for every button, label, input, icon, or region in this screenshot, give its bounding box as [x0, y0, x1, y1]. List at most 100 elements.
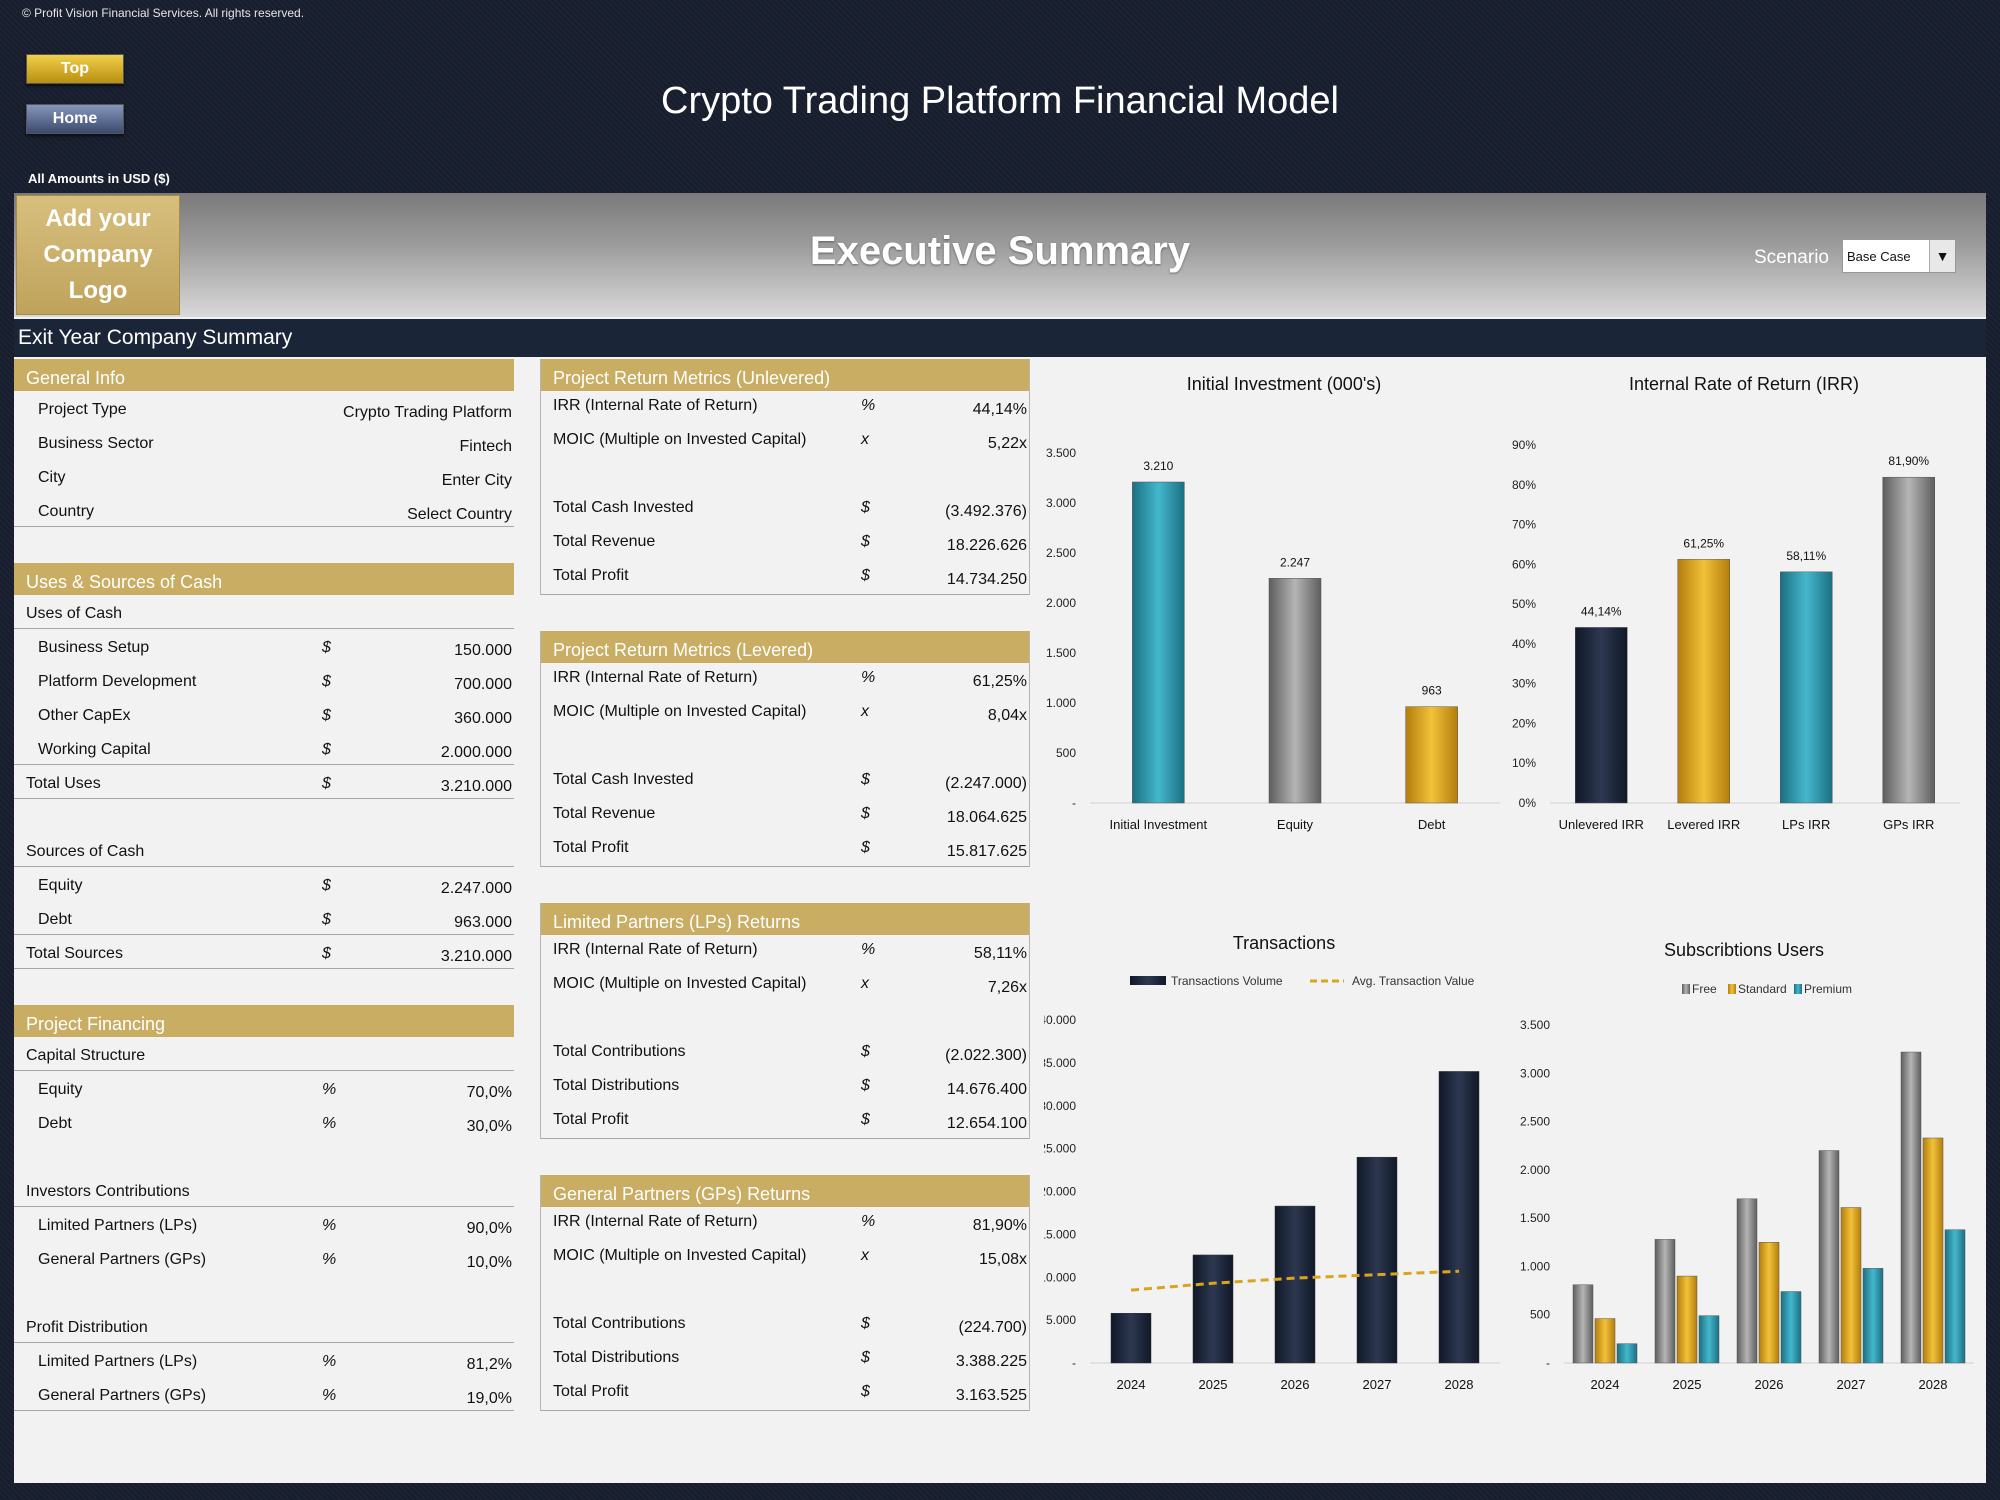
scenario-value: Base Case: [1847, 248, 1911, 264]
table-row: MOIC (Multiple on Invested Capital) x 15,0…: [541, 1241, 1029, 1275]
profit-rows: Limited Partners (LPs)% 81,2% General Part…: [14, 1343, 514, 1411]
dropdown-arrow-icon[interactable]: ▼: [1929, 240, 1955, 272]
returns-panel: Project Return Metrics (Levered) IRR (Int…: [540, 631, 1030, 867]
company-logo-placeholder[interactable]: Add your Company Logo: [16, 195, 180, 315]
exit-year-summary-bar: Exit Year Company Summary: [14, 319, 1986, 357]
bar: [1818, 1150, 1840, 1364]
row-label: IRR (Internal Rate of Return): [553, 941, 758, 958]
row-value: (3.492.376): [945, 503, 1027, 520]
table-row: Limited Partners (LPs)% 90,0%: [14, 1207, 514, 1241]
bar: [1862, 1268, 1884, 1364]
table-row: Project Type Crypto Trading Platform: [14, 391, 514, 425]
bar: [1110, 1313, 1152, 1364]
bar: [1900, 1051, 1922, 1364]
row-unit: $: [861, 1043, 870, 1060]
row-label: Total Profit: [553, 1383, 629, 1400]
y-tick-label: 3.500: [1046, 446, 1076, 460]
scenario-dropdown[interactable]: Base Case ▼: [1842, 239, 1956, 273]
legend-entry: Transactions Volume: [1171, 974, 1283, 988]
y-tick-label: 2.000: [1520, 1163, 1550, 1177]
executive-summary-title: Executive Summary: [809, 229, 1191, 273]
legend-entry: Avg. Transaction Value: [1352, 974, 1475, 988]
page-title: Crypto Trading Platform Financial Model: [661, 80, 1339, 122]
row-value: Enter City: [441, 472, 512, 489]
row-unit: x: [861, 431, 869, 448]
row-value: 14.734.250: [946, 571, 1027, 588]
table-row: Country Select Country: [14, 493, 514, 527]
data-label: 3.210: [1143, 459, 1173, 473]
row-unit: $: [861, 1383, 870, 1400]
legend-entry: Standard: [1738, 982, 1787, 996]
x-tick-label: 2025: [1673, 1377, 1702, 1392]
row-label: Total Profit: [553, 567, 629, 584]
y-tick-label: -: [1546, 1356, 1550, 1370]
bar: [1405, 706, 1458, 804]
x-tick-label: 2024: [1117, 1377, 1146, 1392]
y-tick-label: 500: [1530, 1308, 1550, 1322]
row-value: 19,0%: [466, 1390, 512, 1407]
row-unit: %: [322, 1251, 337, 1268]
subscriptions-chart: Subscribtions Users Free Standard Premium - 5…: [1520, 940, 1974, 1392]
y-tick-label: 5.000: [1046, 1313, 1076, 1327]
table-row: General Partners (GPs)% 10,0%: [14, 1241, 514, 1275]
x-tick-label: Unlevered IRR: [1559, 817, 1644, 832]
row-label: Project Type: [38, 401, 127, 418]
row-unit: $: [861, 771, 870, 788]
row-unit: $: [861, 1315, 870, 1332]
investors-heading: Investors Contributions: [14, 1173, 514, 1207]
row-label: MOIC (Multiple on Invested Capital): [553, 975, 807, 992]
row-unit: $: [322, 877, 331, 894]
total-uses-row: Total Uses $3.210.000: [14, 765, 514, 799]
sources-of-cash-heading: Sources of Cash: [14, 833, 514, 867]
legend-swatch: [1682, 984, 1690, 994]
home-button[interactable]: Home: [26, 104, 124, 134]
y-tick-label: 80%: [1512, 478, 1536, 492]
y-tick-label: 2.500: [1046, 546, 1076, 560]
y-tick-label: 3.000: [1520, 1066, 1550, 1080]
copyright-text: © Profit Vision Financial Services. All …: [22, 6, 305, 20]
table-row: Total Distributions $3.388.225: [541, 1343, 1029, 1377]
table-row: MOIC (Multiple on Invested Capital) x 5,22…: [541, 425, 1029, 459]
row-unit: %: [861, 941, 876, 958]
y-tick-label: 70%: [1512, 518, 1536, 532]
row-value: 70,0%: [466, 1084, 512, 1101]
row-unit: $: [322, 775, 331, 792]
x-tick-label: GPs IRR: [1883, 817, 1934, 832]
row-label: Total Uses: [26, 775, 101, 792]
bar: [1572, 1284, 1594, 1364]
y-tick-label: 3.500: [1520, 1018, 1550, 1032]
row-value: (2.247.000): [945, 775, 1027, 792]
total-sources-row: Total Sources $3.210.000: [14, 935, 514, 969]
y-tick-label: 15.000: [1044, 1227, 1076, 1241]
row-label: IRR (Internal Rate of Return): [553, 397, 758, 414]
row-label: Working Capital: [38, 741, 151, 758]
top-button[interactable]: Top: [26, 54, 124, 84]
row-label: Total Profit: [553, 839, 629, 856]
general-info-rows: Project Type Crypto Trading Platform Busin…: [14, 391, 514, 527]
row-unit: $: [861, 1349, 870, 1366]
row-unit: $: [322, 707, 331, 724]
row-value: 10,0%: [466, 1254, 512, 1271]
row-label: Total Distributions: [553, 1349, 680, 1366]
row-unit: $: [322, 945, 331, 962]
uses-sources-panel: Uses & Sources of Cash Uses of Cash Busi…: [14, 563, 514, 969]
x-tick-label: Levered IRR: [1667, 817, 1740, 832]
row-label: IRR (Internal Rate of Return): [553, 1213, 758, 1230]
y-tick-label: 1.500: [1520, 1211, 1550, 1225]
row-unit: %: [861, 1213, 876, 1230]
irr-chart: Internal Rate of Return (IRR) 0% 10% 20% 30%…: [1512, 374, 1960, 832]
y-tick-label: 40.000: [1044, 1013, 1076, 1027]
chart-title: Transactions: [1233, 933, 1335, 953]
y-tick-label: 10.000: [1044, 1270, 1076, 1284]
row-unit: x: [861, 1247, 869, 1264]
y-tick-label: 60%: [1512, 557, 1536, 571]
table-row: Business Sector Fintech: [14, 425, 514, 459]
row-unit: $: [861, 567, 870, 584]
row-label: General Partners (GPs): [38, 1251, 207, 1268]
row-value: 150.000: [454, 642, 512, 659]
initial-investment-chart: Initial Investment (000's) - 500 1.000 1.500…: [1046, 374, 1500, 832]
bar: [1616, 1343, 1638, 1364]
legend-swatch: [1728, 984, 1736, 994]
x-tick-label: 2026: [1281, 1377, 1310, 1392]
row-value: 30,0%: [466, 1118, 512, 1135]
